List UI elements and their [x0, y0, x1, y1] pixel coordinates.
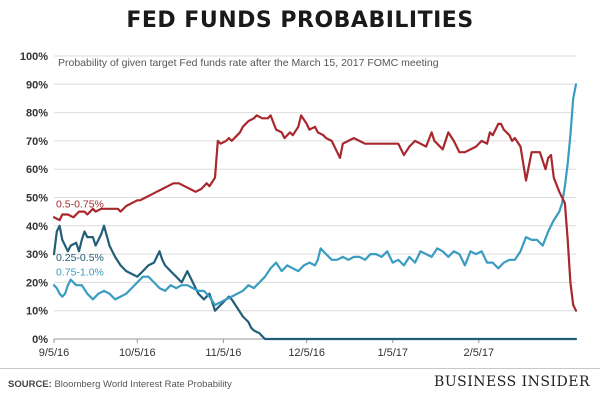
x-tick-label: 12/5/16 [288, 347, 325, 359]
y-tick-label-40: 40% [26, 221, 48, 233]
series-label-2: 0.75-1.0% [56, 266, 104, 278]
series-line-0 [52, 114, 578, 312]
chart-title: FED FUNDS PROBABILITIES [126, 8, 474, 33]
y-tick-label-10: 10% [26, 306, 48, 318]
source-note: SOURCE: Bloomberg World Interest Rate Pr… [8, 379, 232, 390]
y-tick-label-90: 90% [26, 79, 48, 91]
x-axis-ticks: 9/5/16 10/5/16 11/5/16 12/5/16 1/5/17 2/5/17 [39, 339, 494, 359]
source-text: Bloomberg World Interest Rate Probabilit… [54, 379, 232, 390]
series-label-0: 0.5-0.75% [56, 198, 104, 210]
y-tick-label-30: 30% [26, 249, 48, 261]
y-tick-label-0: 0% [32, 334, 48, 346]
y-tick-label-20: 20% [26, 277, 48, 289]
brand-logo: BUSINESS INSIDER [434, 374, 590, 390]
series-labels: 0.5-0.75% 0.25-0.5% 0.75-1.0% [56, 198, 104, 278]
y-tick-label-100: 100% [20, 51, 48, 63]
series-line-2 [52, 83, 578, 307]
chart-subtitle: Probability of given target Fed funds ra… [58, 57, 439, 69]
y-tick-label-60: 60% [26, 164, 48, 176]
x-tick-label: 9/5/16 [39, 347, 70, 359]
y-tick-label-50: 50% [26, 193, 48, 205]
x-tick-label: 10/5/16 [119, 347, 156, 359]
y-axis-ticks: 0% 10% 20% 30% 40% 50% 60% 70% 80% 90% 100% [20, 51, 48, 346]
x-tick-label: 1/5/17 [377, 347, 408, 359]
y-tick-label-70: 70% [26, 136, 48, 148]
y-tick-label-80: 80% [26, 108, 48, 120]
chart-grid [54, 55, 576, 340]
source-label: SOURCE: [8, 379, 52, 390]
series-line-1 [52, 224, 578, 341]
series-lines [52, 83, 578, 341]
x-tick-label: 11/5/16 [205, 347, 241, 359]
x-tick-label: 2/5/17 [464, 347, 495, 359]
series-label-1: 0.25-0.5% [56, 252, 104, 264]
footer-divider [0, 368, 600, 369]
